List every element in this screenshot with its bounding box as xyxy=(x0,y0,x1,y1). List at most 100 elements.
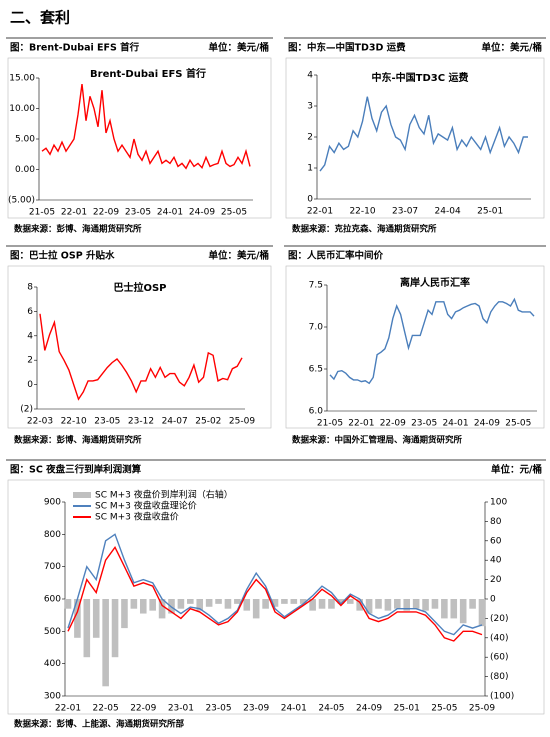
bar xyxy=(205,599,213,607)
y-tick-label: (5.00) xyxy=(8,196,35,206)
x-tick-label: 23-07 xyxy=(392,207,418,217)
figure-caption: 图：人民币汇率中间价 xyxy=(288,250,384,262)
bar xyxy=(375,599,382,609)
y-tick-label: 2 xyxy=(27,356,33,366)
y-tick-label: 7.5 xyxy=(309,281,323,291)
bar xyxy=(384,599,392,611)
bar xyxy=(299,599,307,604)
y-tick-label: 2 xyxy=(307,133,313,143)
y2-tick-label: 20 xyxy=(490,575,502,585)
figure-caption: 图：SC 夜盘三行到岸利润测算 xyxy=(10,464,142,476)
line-series xyxy=(67,533,483,636)
bar xyxy=(459,599,467,624)
bar xyxy=(365,599,373,614)
bar xyxy=(450,599,458,619)
y-tick-label: 500 xyxy=(44,627,61,637)
x-tick-label: 24-05 xyxy=(318,704,344,714)
x-tick-label: 22-09 xyxy=(93,208,119,218)
bar xyxy=(111,599,119,658)
x-tick-label: 22-09 xyxy=(380,419,406,429)
figure-caption: 图：Brent-Dubai EFS 首行 xyxy=(10,42,140,54)
y2-tick-label: (80) xyxy=(490,672,508,682)
bar xyxy=(102,599,109,687)
bar xyxy=(431,599,439,609)
bar xyxy=(121,599,128,629)
x-tick-label: 24-01 xyxy=(281,704,307,714)
x-tick-label: 23-05 xyxy=(205,704,231,714)
y-tick-label: 6.5 xyxy=(309,365,323,375)
y2-tick-label: (60) xyxy=(490,653,508,663)
y2-tick-label: (100) xyxy=(490,692,514,702)
y2-tick-label: 60 xyxy=(490,536,502,546)
x-tick-label: 25-09 xyxy=(469,704,495,714)
bar xyxy=(177,599,185,609)
chart-title: 中东-中国TD3C 运费 xyxy=(371,71,468,84)
chart-frame xyxy=(285,265,545,429)
line-series xyxy=(67,545,483,642)
line-series xyxy=(329,297,535,385)
bar xyxy=(262,599,269,609)
y-tick-label: 900 xyxy=(44,498,61,508)
bar xyxy=(83,599,91,658)
y-tick-label: 15.00 xyxy=(9,74,35,84)
y-tick-label: 600 xyxy=(44,595,61,605)
y-tick-label: 4 xyxy=(27,331,33,341)
data-source: 数据来源：彭博、上能源、海通期货研究所部 xyxy=(14,719,185,730)
bar xyxy=(290,599,298,604)
chart-frame xyxy=(7,479,545,715)
bar xyxy=(149,599,156,611)
legend-label: SC M+3 夜盘价到岸利润（右轴） xyxy=(95,489,233,501)
x-tick-label: 23-05 xyxy=(125,208,151,218)
y-tick-label: (2) xyxy=(20,405,33,415)
y-tick-label: 400 xyxy=(44,659,61,669)
bar xyxy=(309,599,316,611)
bar xyxy=(281,599,288,604)
chart-title: Brent-Dubai EFS 首行 xyxy=(90,67,206,80)
x-tick-label: 23-01 xyxy=(168,704,194,714)
y-tick-label: 6 xyxy=(27,307,33,317)
bar xyxy=(92,599,100,638)
x-tick-label: 22-10 xyxy=(61,417,87,427)
bar xyxy=(196,599,204,611)
legend-swatch xyxy=(73,492,91,498)
bar xyxy=(356,599,363,611)
y2-tick-label: 100 xyxy=(490,498,507,508)
bar xyxy=(243,599,251,611)
data-source: 数据来源：彭博、海通期货研究所 xyxy=(14,224,142,235)
y-tick-label: 800 xyxy=(44,530,61,540)
chart-title: 离岸人民币汇率 xyxy=(400,276,470,289)
y-tick-label: 1 xyxy=(307,164,313,174)
x-tick-label: 24-04 xyxy=(435,207,461,217)
x-tick-label: 22-05 xyxy=(93,704,119,714)
bar xyxy=(139,599,147,614)
x-tick-label: 22-01 xyxy=(55,704,81,714)
legend-label: SC M+3 夜盘收盘理论价 xyxy=(95,500,197,512)
y-tick-label: 7.0 xyxy=(309,323,324,333)
x-tick-label: 24-09 xyxy=(356,704,382,714)
figure-unit: 单位：元/桶 xyxy=(491,464,542,476)
figure-unit: 单位：美元/桶 xyxy=(209,250,269,262)
bar xyxy=(346,599,354,604)
x-tick-label: 25-09 xyxy=(229,417,255,427)
chart-frame xyxy=(285,57,545,219)
bar xyxy=(271,599,279,607)
y-tick-label: 5.00 xyxy=(15,135,35,145)
y2-tick-label: 40 xyxy=(490,556,502,566)
bar xyxy=(403,599,411,611)
bar xyxy=(158,599,166,619)
bar xyxy=(318,599,326,609)
figure-unit: 单位：美元/桶 xyxy=(482,42,542,54)
bar xyxy=(412,599,420,609)
y-tick-label: 700 xyxy=(44,562,61,572)
bar xyxy=(478,599,486,627)
line-series xyxy=(39,313,243,401)
y2-tick-label: 80 xyxy=(490,517,502,527)
y-tick-label: 3 xyxy=(307,102,313,112)
x-tick-label: 25-05 xyxy=(221,208,247,218)
y-tick-label: 4 xyxy=(307,71,313,81)
x-tick-label: 23-12 xyxy=(128,417,154,427)
x-tick-label: 24-09 xyxy=(189,208,215,218)
x-tick-label: 24-01 xyxy=(157,208,183,218)
section-heading: 二、套利 xyxy=(10,9,70,27)
